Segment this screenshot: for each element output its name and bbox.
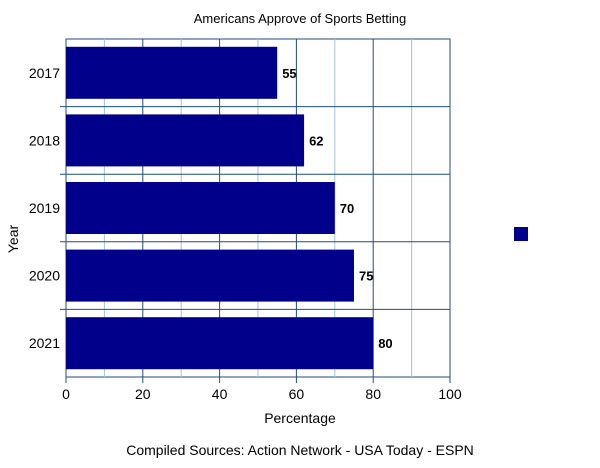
x-tick-label: 20 <box>135 386 151 402</box>
bars-layer <box>66 46 374 370</box>
y-axis-title: Year <box>5 225 21 254</box>
x-tick-label: 100 <box>438 386 462 402</box>
data-label-2020: 75 <box>359 269 373 284</box>
y-tick-label-2021: 2021 <box>29 335 60 351</box>
y-tick-label-2017: 2017 <box>29 65 60 81</box>
bar-2019 <box>66 182 335 234</box>
data-label-2021: 80 <box>378 336 392 351</box>
x-tick-label: 80 <box>365 386 381 402</box>
legend-swatch <box>514 227 528 241</box>
data-label-2018: 62 <box>309 133 323 148</box>
x-tick-label: 40 <box>212 386 228 402</box>
bar-2017 <box>66 46 278 99</box>
chart-caption: Compiled Sources: Action Network - USA T… <box>126 442 474 458</box>
x-tick-label: 0 <box>62 386 70 402</box>
axis-layer <box>65 377 451 383</box>
bar-2020 <box>66 249 354 302</box>
data-label-2017: 55 <box>282 66 296 81</box>
bar-2021 <box>66 317 374 370</box>
data-label-2019: 70 <box>340 201 354 216</box>
x-tick-label: 60 <box>289 386 305 402</box>
bar-2018 <box>66 114 305 167</box>
labels-layer: 55 2017 62 2018 70 2019 75 2020 80 2021 0 20 40 60 80 1… <box>29 65 462 402</box>
y-tick-label-2019: 2019 <box>29 200 60 216</box>
y-tick-label-2018: 2018 <box>29 132 60 148</box>
x-axis-title: Percentage <box>264 410 336 426</box>
y-tick-label-2020: 2020 <box>29 268 60 284</box>
chart-title: Americans Approve of Sports Betting <box>194 11 406 26</box>
